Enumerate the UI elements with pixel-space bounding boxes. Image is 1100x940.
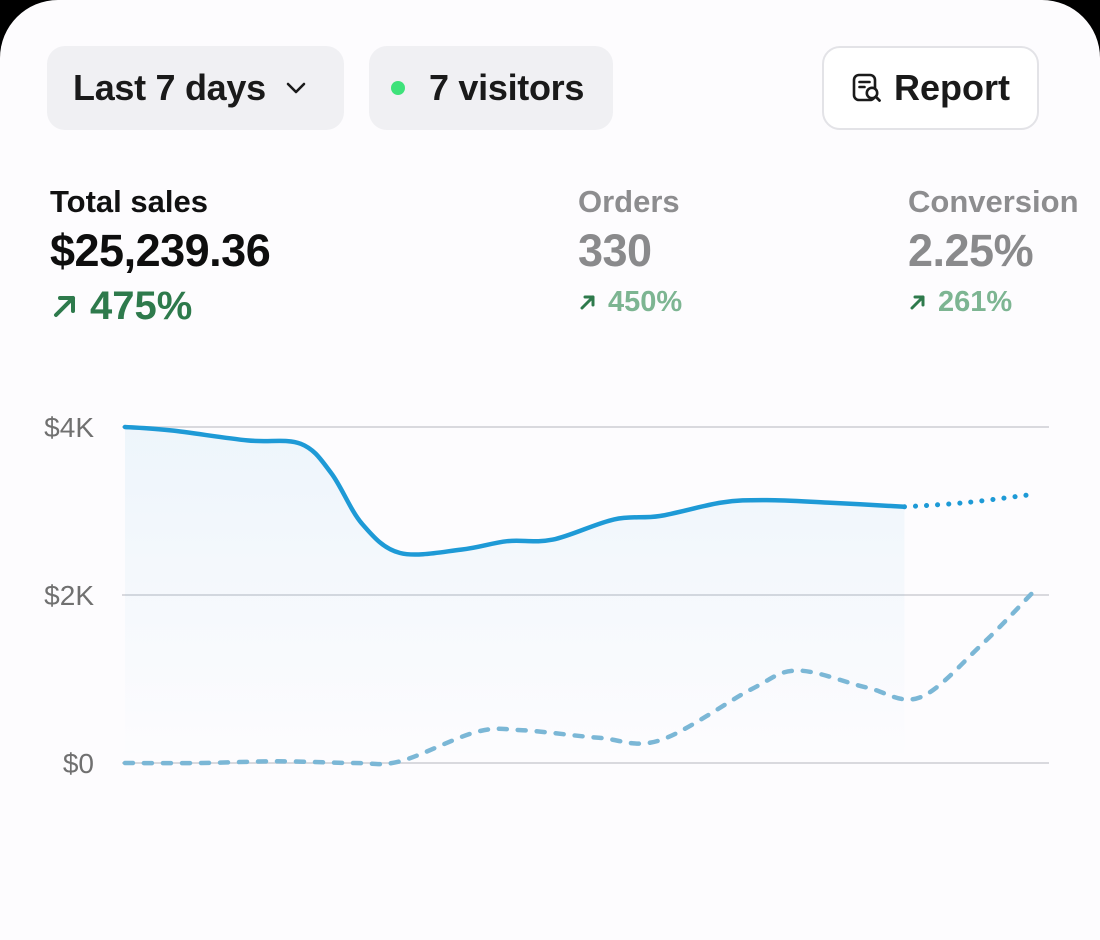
y-tick-label: $0 bbox=[63, 748, 94, 779]
metric-label: Total sales bbox=[50, 184, 208, 219]
metric-delta-value: 261% bbox=[938, 286, 1013, 318]
date-range-label: Last 7 days bbox=[73, 67, 266, 108]
report-button[interactable]: Report bbox=[822, 46, 1039, 130]
y-tick-label: $2K bbox=[44, 580, 94, 611]
metric-conversion[interactable]: Conversion 2.25% 261% bbox=[908, 182, 1079, 324]
metric-total-sales[interactable]: Total sales $25,239.36 475% bbox=[50, 182, 271, 332]
metric-orders[interactable]: Orders 330 450% bbox=[578, 182, 682, 324]
metric-label: Orders bbox=[578, 184, 680, 219]
report-search-icon bbox=[850, 71, 884, 105]
metric-delta: 475% bbox=[50, 280, 270, 332]
live-visitors-badge[interactable]: 7 visitors bbox=[369, 46, 613, 130]
current-period-projection-line bbox=[901, 491, 1037, 510]
metric-delta: 261% bbox=[908, 280, 1079, 324]
sales-line-chart: $4K $2K $0 bbox=[44, 412, 1049, 779]
metric-delta: 450% bbox=[578, 280, 682, 324]
report-label: Report bbox=[894, 67, 1010, 108]
current-period-line bbox=[122, 424, 907, 557]
arrow-up-right-icon bbox=[580, 295, 595, 310]
metric-delta-value: 450% bbox=[608, 286, 683, 318]
metric-value: $25,239.36 bbox=[50, 225, 271, 276]
chevron-down-icon bbox=[284, 80, 308, 96]
current-period-area bbox=[125, 427, 905, 763]
date-range-dropdown[interactable]: Last 7 days bbox=[47, 46, 344, 130]
metric-delta-value: 475% bbox=[90, 284, 193, 328]
visitors-label: 7 visitors bbox=[429, 67, 585, 108]
metric-label: Conversion bbox=[908, 184, 1079, 219]
y-tick-label: $4K bbox=[44, 412, 94, 443]
live-status-dot bbox=[391, 81, 405, 95]
metric-value: 330 bbox=[578, 225, 652, 276]
metric-value: 2.25% bbox=[908, 225, 1034, 276]
arrow-up-right-icon bbox=[910, 295, 925, 310]
previous-period-line bbox=[122, 588, 1037, 767]
arrow-up-right-icon bbox=[54, 296, 75, 317]
